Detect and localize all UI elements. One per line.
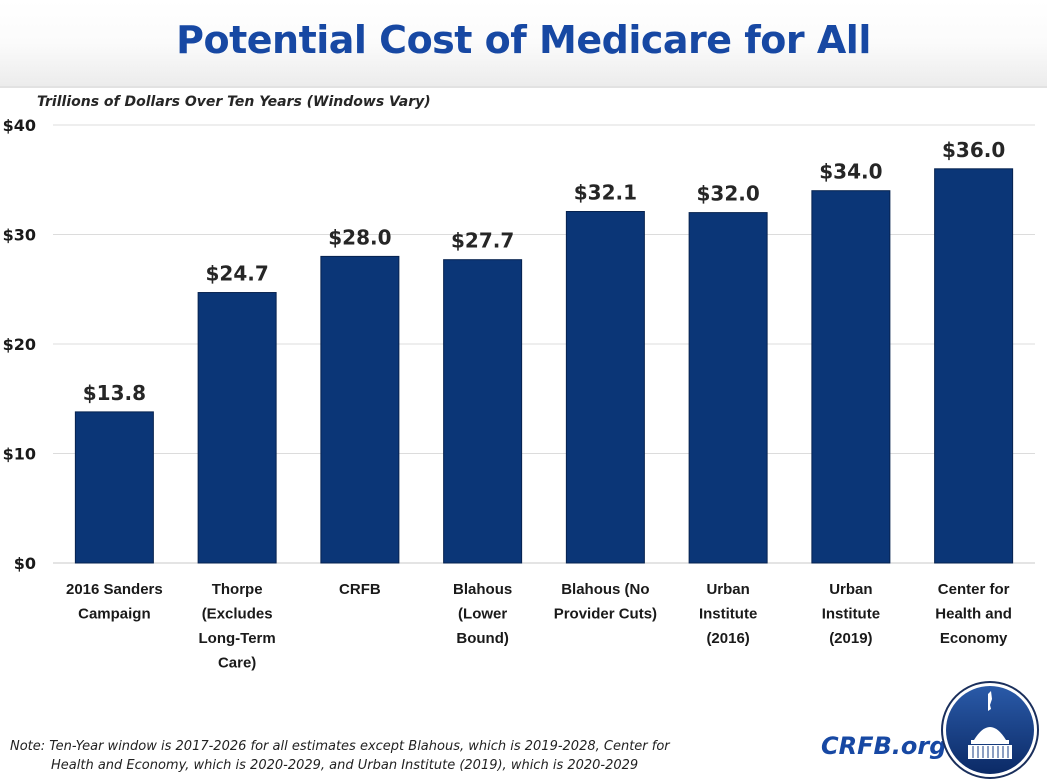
bar bbox=[320, 255, 400, 564]
bar bbox=[811, 190, 891, 564]
bar bbox=[443, 259, 523, 564]
y-tick-label: $20 bbox=[3, 335, 36, 354]
bar bbox=[565, 211, 645, 564]
data-label: $32.1 bbox=[574, 181, 637, 205]
brand-link[interactable]: CRFB.org bbox=[821, 732, 947, 760]
bar bbox=[197, 292, 277, 564]
data-label: $34.0 bbox=[819, 160, 882, 184]
footnote-line-1: Note: Ten-Year window is 2017-2026 for a… bbox=[10, 739, 670, 754]
data-label: $28.0 bbox=[328, 225, 391, 249]
y-tick-label: $30 bbox=[3, 226, 36, 245]
bar bbox=[74, 411, 154, 564]
x-tick-label: Blahous (No Provider Cuts) bbox=[554, 581, 657, 623]
crfb-capitol-logo-icon bbox=[941, 681, 1039, 779]
bar bbox=[688, 212, 768, 564]
x-tick-label: CRFB bbox=[339, 581, 381, 598]
x-tick-label: Thorpe (Excludes Long-Term Care) bbox=[199, 581, 276, 672]
y-axis-label: Trillions of Dollars Over Ten Years (Win… bbox=[37, 94, 431, 110]
data-label: $27.7 bbox=[451, 229, 514, 253]
x-tick-label: Urban Institute (2019) bbox=[822, 581, 880, 647]
header-band: Potential Cost of Medicare for All bbox=[0, 0, 1047, 88]
x-tick-label: Blahous (Lower Bound) bbox=[453, 581, 512, 647]
bar bbox=[934, 168, 1014, 564]
x-tick-label: Urban Institute (2016) bbox=[699, 581, 757, 647]
x-tick-label: 2016 Sanders Campaign bbox=[66, 581, 163, 623]
data-label: $32.0 bbox=[696, 182, 759, 206]
footnote-line-2: Health and Economy, which is 2020-2029, … bbox=[51, 758, 639, 773]
y-tick-label: $40 bbox=[3, 116, 36, 135]
x-tick-label: Center for Health and Economy bbox=[935, 581, 1012, 647]
y-tick-label: $10 bbox=[3, 445, 36, 464]
data-label: $13.8 bbox=[83, 381, 146, 405]
data-label: $24.7 bbox=[205, 262, 268, 286]
y-tick-label: $0 bbox=[14, 554, 36, 573]
footnote: Note: Ten-Year window is 2017-2026 for a… bbox=[10, 737, 770, 775]
chart-title: Potential Cost of Medicare for All bbox=[176, 18, 871, 62]
data-label: $36.0 bbox=[942, 138, 1005, 162]
